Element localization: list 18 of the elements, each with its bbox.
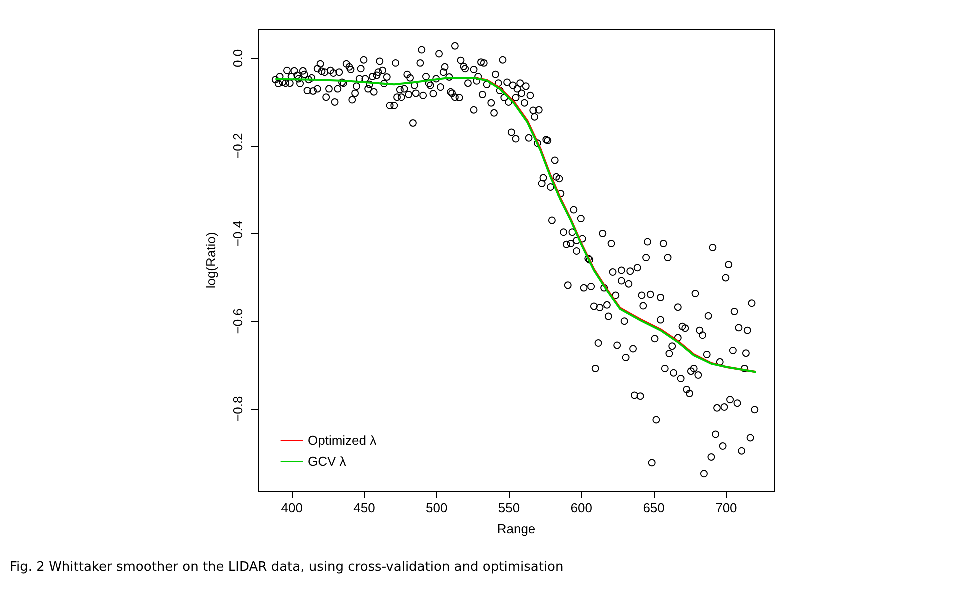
x-tick-label: 600 [570,500,593,516]
x-axis-title: Range [497,522,536,536]
y-tick-label: −0.8 [230,396,246,422]
x-tick-label: 400 [281,500,303,516]
legend-label: GCV λ [308,454,347,469]
y-axis-title: log(Ratio) [204,232,218,289]
legend-label: Optimized λ [308,433,378,448]
x-tick-label: 650 [643,500,665,516]
x-tick-label: 500 [426,500,448,516]
y-tick-label: 0.0 [230,49,246,68]
y-tick-label: −0.6 [230,308,246,334]
x-tick-label: 450 [354,500,376,516]
y-tick-label: −0.4 [230,220,246,247]
x-tick-label: 550 [498,500,520,516]
line-series [274,77,758,374]
x-tick-label: 700 [716,500,738,516]
caption: Fig. 2 Whittaker smoother on the LIDAR data, using cross-validation and optimisation [10,560,564,575]
y-tick-label: −0.2 [230,133,246,159]
